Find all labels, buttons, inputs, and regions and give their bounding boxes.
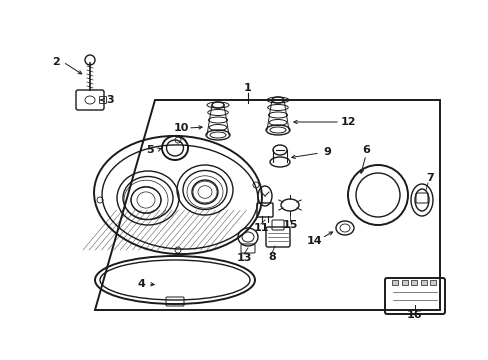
Text: 5: 5 bbox=[146, 145, 154, 155]
Text: 2: 2 bbox=[52, 57, 60, 67]
Text: 6: 6 bbox=[361, 145, 369, 155]
Text: 11: 11 bbox=[253, 223, 268, 233]
Text: 3: 3 bbox=[106, 95, 114, 105]
Text: 13: 13 bbox=[236, 253, 251, 263]
FancyBboxPatch shape bbox=[401, 280, 407, 285]
Text: 16: 16 bbox=[407, 310, 422, 320]
FancyBboxPatch shape bbox=[420, 280, 426, 285]
Text: 15: 15 bbox=[282, 220, 297, 230]
Text: 8: 8 bbox=[267, 252, 275, 262]
Text: 4: 4 bbox=[137, 279, 144, 289]
FancyBboxPatch shape bbox=[391, 280, 397, 285]
Text: 14: 14 bbox=[306, 236, 322, 246]
FancyBboxPatch shape bbox=[410, 280, 416, 285]
Text: 9: 9 bbox=[323, 147, 330, 157]
Text: 12: 12 bbox=[340, 117, 355, 127]
Text: 1: 1 bbox=[244, 83, 251, 93]
Text: 7: 7 bbox=[425, 173, 433, 183]
Text: 10: 10 bbox=[173, 123, 188, 133]
FancyBboxPatch shape bbox=[429, 280, 435, 285]
